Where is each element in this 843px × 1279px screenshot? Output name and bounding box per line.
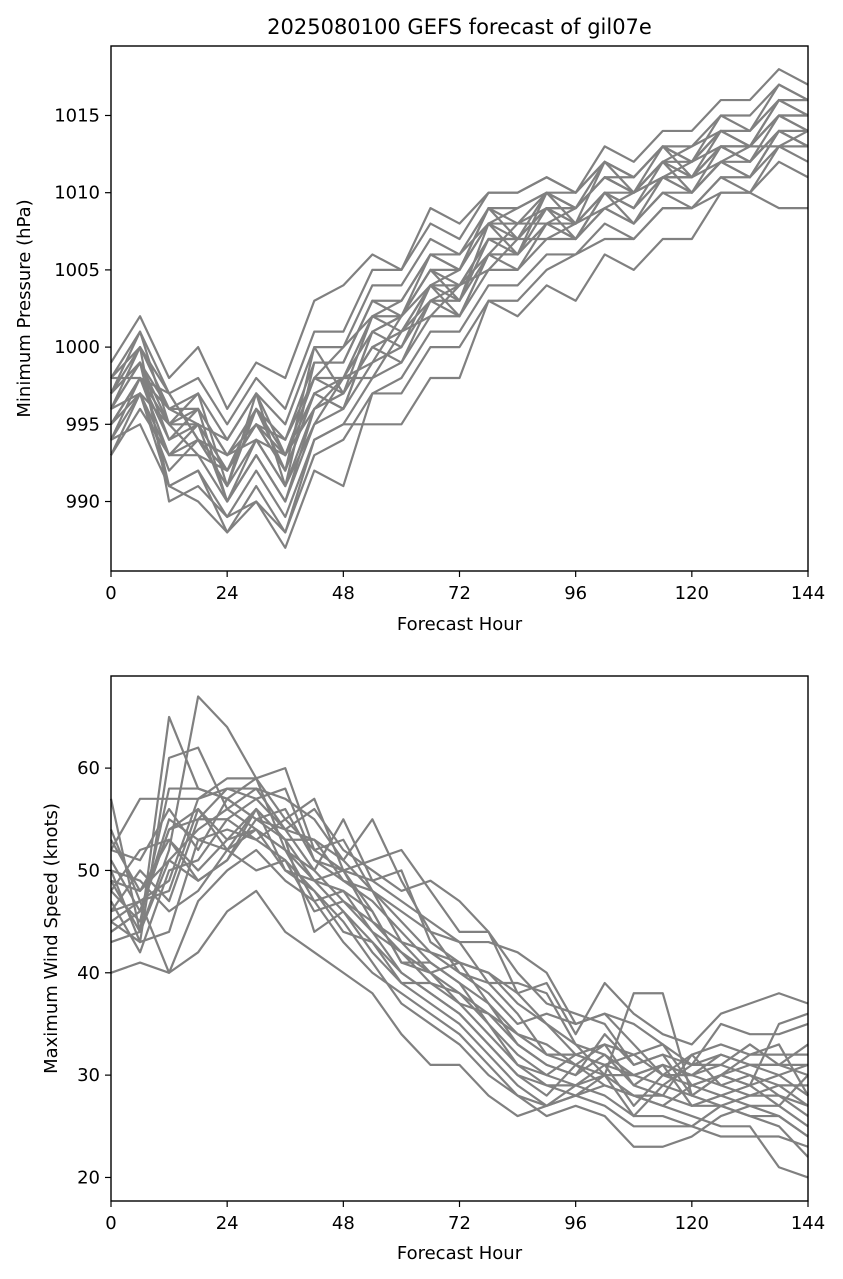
pressure-x-tick-label: 24: [216, 583, 239, 604]
wind-x-tick-label: 144: [791, 1213, 825, 1234]
pressure-chart: 2025080100 GEFS forecast of gil07e 0 24 48…: [14, 15, 825, 635]
pressure-y-tick-label: 1005: [54, 260, 100, 281]
wind-x-tick-label: 48: [332, 1213, 355, 1234]
wind-series-group: [109, 695, 809, 1179]
wind-y-tick-label: 20: [77, 1167, 100, 1188]
pressure-series-line-1: [110, 68, 809, 410]
pressure-series-line-12: [110, 191, 808, 534]
wind-chart: 0 24 48 72 96 120 144 20 30 40 50 60 Forecast Hour…: [41, 675, 825, 1264]
pressure-series-line-11: [110, 160, 809, 549]
wind-x-tick-label: 72: [448, 1213, 471, 1234]
wind-y-tick-label: 30: [77, 1065, 100, 1086]
wind-series-line-14: [110, 848, 809, 1148]
pressure-chart-title: 2025080100 GEFS forecast of gil07e: [267, 15, 652, 39]
wind-x-tick-label: 0: [105, 1213, 116, 1234]
wind-x-tick-label: 96: [564, 1213, 587, 1234]
wind-x-tick-label: 120: [675, 1213, 709, 1234]
pressure-x-axis-label: Forecast Hour: [397, 614, 523, 635]
pressure-x-tick-label: 0: [105, 583, 116, 604]
wind-series-line-18: [110, 797, 809, 1077]
wind-series-line-21: [110, 807, 809, 1097]
pressure-series-line-21: [110, 129, 809, 488]
pressure-x-tick-label: 120: [675, 583, 709, 604]
pressure-y-axis: 990 995 1000 1005 1010 1015: [54, 105, 111, 513]
wind-y-tick-label: 50: [77, 860, 100, 881]
pressure-y-axis-label: Minimum Pressure (hPa): [14, 199, 35, 417]
pressure-x-axis: 0 24 48 72 96 120 144: [105, 571, 825, 604]
pressure-y-tick-label: 1015: [54, 105, 100, 126]
pressure-y-tick-label: 995: [66, 414, 100, 435]
wind-x-axis-label: Forecast Hour: [397, 1243, 523, 1264]
pressure-x-tick-label: 144: [791, 583, 825, 604]
pressure-series-group: [110, 68, 809, 549]
pressure-series-line-19: [110, 83, 809, 488]
wind-y-axis: 20 30 40 50 60: [77, 758, 111, 1188]
wind-y-axis-label: Maximum Wind Speed (knots): [41, 803, 62, 1074]
pressure-y-tick-label: 990: [66, 492, 100, 513]
wind-x-tick-label: 24: [216, 1213, 239, 1234]
wind-series-line-17: [110, 797, 808, 1087]
wind-series-line-1: [110, 889, 809, 1179]
wind-series-line-19: [110, 807, 809, 1097]
pressure-series-line-20: [110, 129, 808, 503]
wind-x-axis: 0 24 48 72 96 120 144: [105, 1201, 825, 1234]
pressure-y-tick-label: 1000: [54, 337, 100, 358]
wind-y-tick-label: 60: [77, 758, 100, 779]
pressure-x-tick-label: 96: [564, 583, 587, 604]
pressure-y-tick-label: 1010: [54, 183, 100, 204]
wind-y-tick-label: 40: [77, 963, 100, 984]
pressure-x-tick-label: 48: [332, 583, 355, 604]
pressure-x-tick-label: 72: [448, 583, 471, 604]
